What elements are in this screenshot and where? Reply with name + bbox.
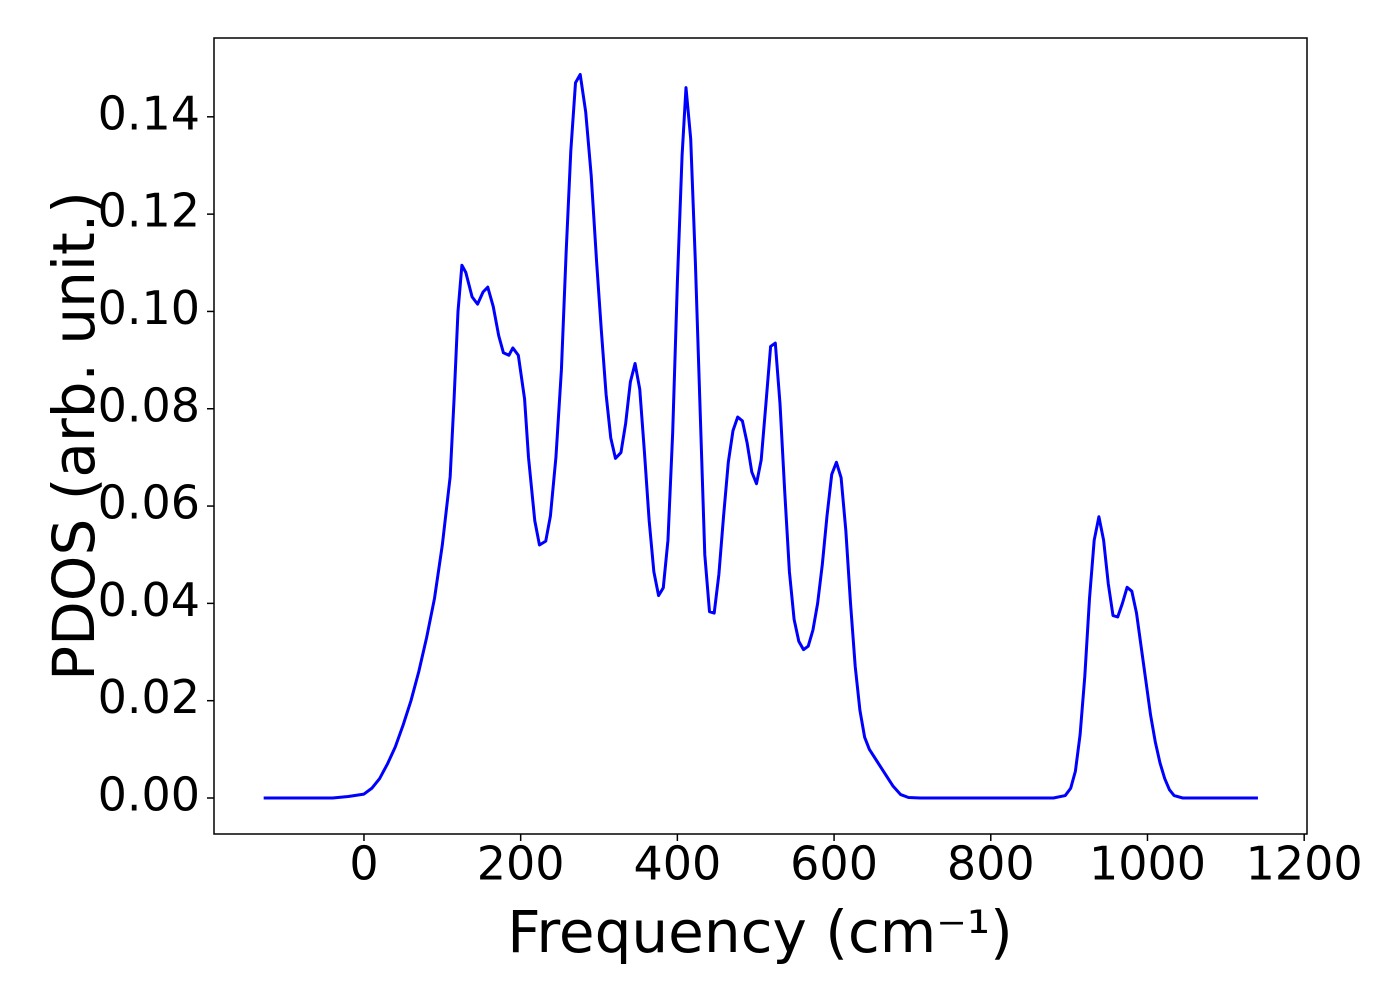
y-tick-label: 0.14 <box>98 86 200 140</box>
x-tick-label: 0 <box>349 837 378 891</box>
data-line <box>263 72 1258 800</box>
x-tick-label: 800 <box>947 837 1035 891</box>
x-tick-label: 1200 <box>1246 837 1363 891</box>
y-tick-label: 0.02 <box>98 670 200 724</box>
x-tick-label: 200 <box>477 837 565 891</box>
y-tick-label: 0.08 <box>98 378 200 432</box>
x-tick-label: 1000 <box>1089 837 1206 891</box>
x-tick-label: 600 <box>790 837 878 891</box>
y-tick-label: 0.04 <box>98 573 200 627</box>
plot-frame <box>213 37 1308 835</box>
y-tick-label: 0.00 <box>98 767 200 821</box>
y-tick-label: 0.06 <box>98 476 200 530</box>
x-tick-label: 400 <box>633 837 721 891</box>
y-tick-label: 0.12 <box>98 184 200 238</box>
y-axis-label: PDOS (arb. unit.) <box>40 191 108 681</box>
y-tick-label: 0.10 <box>98 281 200 335</box>
x-axis-label: Frequency (cm⁻¹) <box>507 898 1013 966</box>
